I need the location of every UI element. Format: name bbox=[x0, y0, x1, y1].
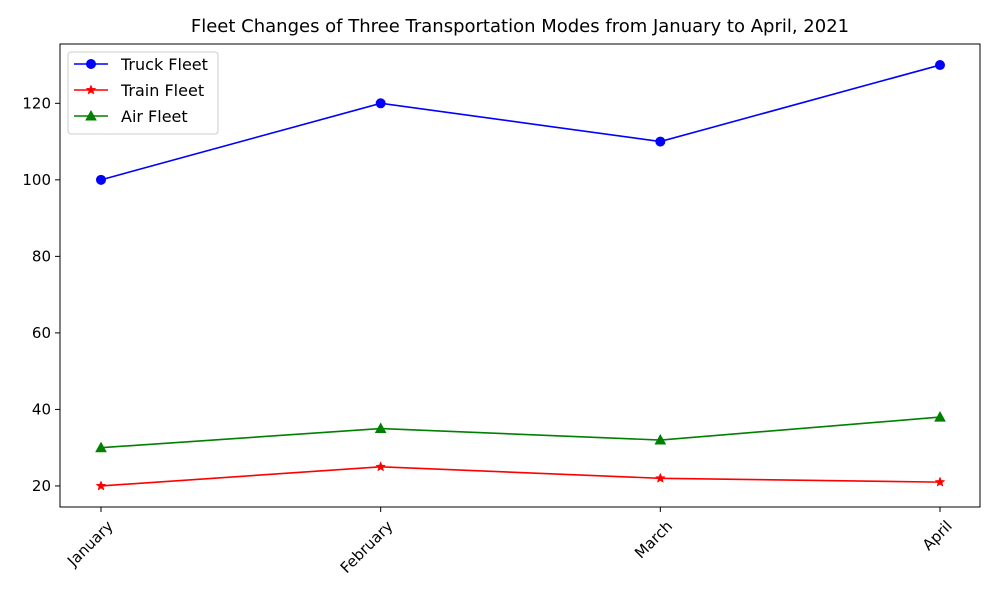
x-tick-label: February bbox=[337, 517, 397, 577]
x-axis-ticks: January February March April bbox=[63, 507, 956, 577]
y-tick-label: 60 bbox=[32, 324, 51, 342]
legend-label-train-fleet: Train Fleet bbox=[120, 81, 204, 100]
data-point-air-fleet-april bbox=[934, 411, 946, 422]
data-point-truck-fleet-april bbox=[935, 60, 945, 71]
data-point-air-fleet-march bbox=[654, 434, 667, 445]
x-tick-label: January bbox=[63, 517, 117, 571]
data-point-truck-fleet-january bbox=[96, 174, 106, 185]
data-point-train-fleet-march bbox=[654, 472, 666, 483]
series-layer bbox=[95, 60, 946, 491]
plot-frame bbox=[59, 43, 981, 508]
data-point-truck-fleet-february bbox=[375, 98, 386, 109]
legend-marker-train-fleet bbox=[85, 84, 97, 95]
legend-label-air-fleet: Air Fleet bbox=[121, 107, 188, 126]
y-tick-label: 40 bbox=[32, 400, 51, 418]
y-axis-ticks: 20 40 60 80 100 120 bbox=[22, 94, 60, 495]
y-tick-label: 120 bbox=[22, 94, 51, 112]
data-point-train-fleet-february bbox=[375, 461, 387, 472]
data-point-truck-fleet-march bbox=[655, 136, 666, 147]
data-point-train-fleet-april bbox=[934, 476, 946, 487]
series-line-air-fleet bbox=[100, 416, 941, 449]
series-line-truck-fleet bbox=[100, 64, 941, 181]
y-tick-label: 100 bbox=[22, 171, 51, 189]
chart-title: Fleet Changes of Three Transportation Mo… bbox=[191, 16, 849, 37]
x-tick-label: April bbox=[919, 517, 956, 554]
legend-label-truck-fleet: Truck Fleet bbox=[120, 55, 208, 74]
legend-marker-truck-fleet bbox=[86, 59, 96, 69]
legend: Truck Fleet Train Fleet Air Fleet bbox=[67, 51, 219, 135]
y-tick-label: 80 bbox=[32, 247, 51, 265]
x-tick-label: March bbox=[631, 517, 676, 562]
axes-layer bbox=[59, 43, 981, 508]
series-line-train-fleet bbox=[100, 466, 941, 487]
legend-marker-air-fleet bbox=[85, 109, 97, 121]
data-point-air-fleet-february bbox=[374, 422, 387, 434]
legend-box bbox=[67, 51, 219, 135]
y-tick-label: 20 bbox=[32, 477, 51, 495]
data-point-air-fleet-january bbox=[95, 441, 107, 453]
data-point-train-fleet-january bbox=[95, 480, 107, 491]
